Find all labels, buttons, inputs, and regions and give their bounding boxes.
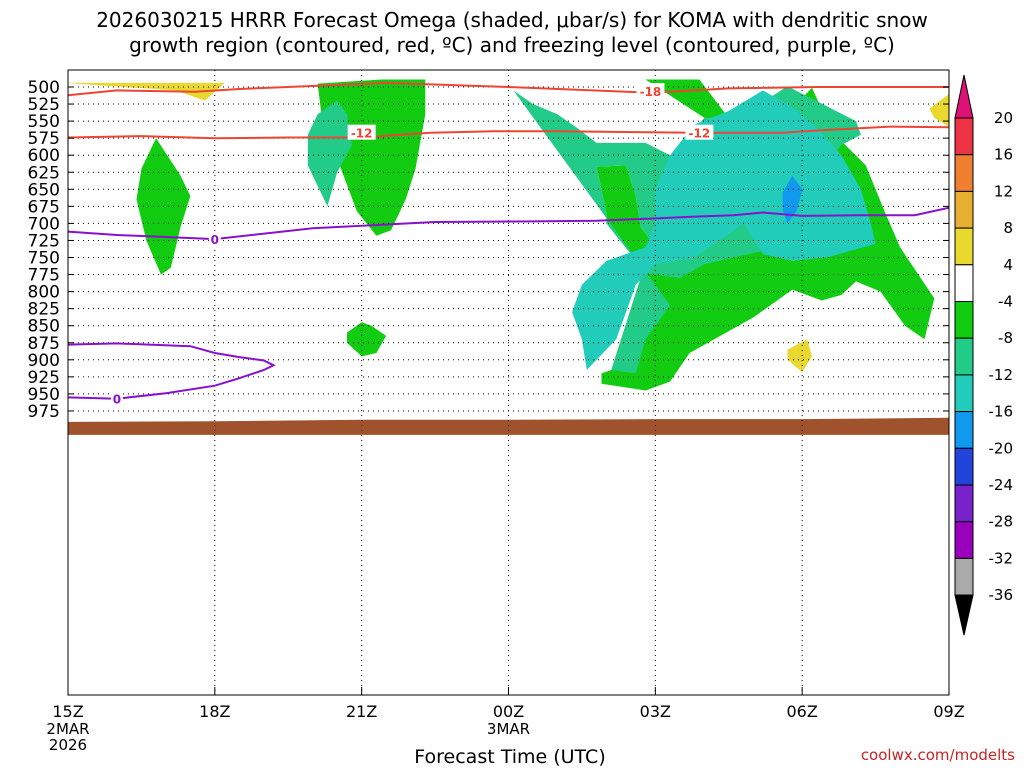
- x-tick-label-1: 18Z: [199, 702, 230, 721]
- omega-region-10: [782, 175, 803, 224]
- y-tick-label-3: 575: [28, 129, 60, 149]
- colorbar-swatch-9: [954, 447, 974, 486]
- plot-area: -18 -12 -12 0 0: [68, 70, 949, 695]
- y-tick-label-19: 975: [28, 402, 60, 422]
- colorbar-label-4: 4: [1003, 256, 1013, 274]
- y-tick-label-18: 950: [28, 385, 60, 405]
- colorbar-swatch-3: [954, 227, 974, 266]
- colorbar-bottom-arrow: [954, 594, 974, 636]
- chart-title-line-1: 2026030215 HRRR Forecast Omega (shaded, …: [96, 8, 928, 32]
- colorbar-label-11: -28: [989, 513, 1014, 531]
- dgz-contour-1-label-bg-1: [685, 124, 714, 140]
- y-tick-label-1: 525: [28, 95, 60, 115]
- y-tick-label-8: 700: [28, 214, 60, 234]
- dgz-contour-1-label-bg-0: [347, 124, 376, 140]
- dgz-contour-1-label-0: -12: [351, 127, 373, 141]
- colorbar-label-13: -36: [989, 586, 1014, 604]
- chart-title-line-2: growth region (contoured, red, ºC) and f…: [129, 33, 895, 57]
- y-tick-label-11: 775: [28, 266, 60, 286]
- dgz-contour-1-label-1: -12: [689, 127, 711, 141]
- colorbar-swatch-6: [954, 337, 974, 376]
- y-tick-label-0: 500: [28, 78, 60, 98]
- y-tick-label-4: 600: [28, 146, 60, 166]
- colorbar-swatch-5: [954, 301, 974, 339]
- colorbar-label-5: -4: [998, 293, 1013, 311]
- colorbar-label-8: -16: [989, 403, 1014, 421]
- colorbar-label-1: 16: [994, 146, 1013, 164]
- colorbar-label-12: -32: [989, 549, 1014, 567]
- colorbar-label-7: -12: [989, 366, 1014, 384]
- omega-region-2: [787, 339, 812, 373]
- y-tick-label-15: 875: [28, 334, 60, 354]
- y-tick-label-12: 800: [28, 283, 60, 303]
- freezing-contour-1-label-0: 0: [113, 393, 121, 407]
- y-tick-label-5: 625: [28, 163, 60, 183]
- colorbar-label-3: 8: [1003, 219, 1013, 237]
- x-tick-label-3: 00Z: [493, 702, 524, 721]
- x-date-label-0: 2MAR: [46, 720, 89, 738]
- x-tick-label-6: 09Z: [933, 702, 964, 721]
- freezing-contour-0: [68, 206, 949, 241]
- colorbar-swatch-4: [954, 264, 974, 302]
- credit-text: coolwx.com/modelts: [861, 746, 1015, 764]
- freezing-contour-1: [68, 342, 276, 400]
- colorbar-swatch-0: [954, 117, 974, 156]
- y-tick-label-2: 550: [28, 112, 60, 132]
- colorbar-swatch-11: [954, 521, 974, 559]
- colorbar-swatch-8: [954, 411, 974, 449]
- freezing-contour-0-label-bg-0: [208, 231, 221, 247]
- x-tick-label-2: 21Z: [346, 702, 377, 721]
- colorbar-label-6: -8: [998, 329, 1013, 347]
- y-tick-label-10: 750: [28, 249, 60, 269]
- y-tick-label-17: 925: [28, 368, 60, 388]
- x-tick-label-5: 06Z: [787, 702, 818, 721]
- y-tick-label-7: 675: [28, 197, 60, 217]
- freezing-contour-0-label-0: 0: [211, 233, 219, 247]
- y-tick-label-16: 900: [28, 351, 60, 371]
- omega-region-8: [307, 100, 352, 207]
- dgz-contour-0: [68, 81, 949, 97]
- y-tick-label-13: 825: [28, 300, 60, 320]
- omega-region-9: [572, 90, 876, 371]
- dgz-contour-1: [68, 125, 949, 140]
- x-tick-label-4: 03Z: [640, 702, 671, 721]
- omega-region-1: [929, 94, 949, 127]
- colorbar-swatch-2: [954, 190, 974, 229]
- x-axis-title: Forecast Time (UTC): [414, 746, 605, 768]
- dgz-contour-0-label-0: -18: [640, 85, 662, 99]
- x-date-label-mid: 3MAR: [487, 720, 530, 738]
- colorbar-top-arrow: [954, 74, 974, 119]
- colorbar-label-2: 12: [994, 182, 1013, 200]
- dgz-contour-0-label-bg-0: [636, 83, 665, 99]
- colorbar-label-9: -20: [989, 439, 1014, 457]
- x-date-label-1: 2026: [49, 736, 87, 754]
- y-tick-label-9: 725: [28, 231, 60, 251]
- y-tick-label-6: 650: [28, 180, 60, 200]
- colorbar-swatch-12: [954, 557, 974, 596]
- y-tick-label-14: 850: [28, 317, 60, 337]
- freezing-contour-1-label-bg-0: [110, 390, 123, 406]
- omega-region-5: [347, 322, 387, 357]
- colorbar-label-10: -24: [989, 476, 1014, 494]
- colorbar-swatch-10: [954, 484, 974, 523]
- colorbar-label-0: 20: [994, 109, 1013, 127]
- ground-surface: [68, 417, 949, 435]
- colorbar-swatch-7: [954, 374, 974, 413]
- x-tick-label-0: 15Z: [52, 702, 83, 721]
- colorbar-swatch-1: [954, 154, 974, 192]
- omega-region-0: [68, 82, 225, 101]
